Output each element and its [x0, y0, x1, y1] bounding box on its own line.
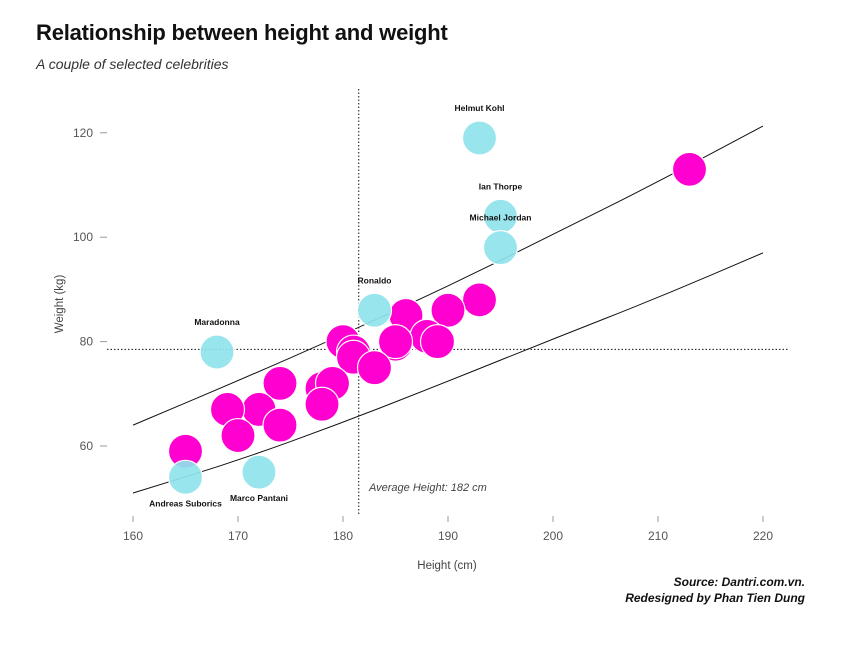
x-tick-label: 210 — [648, 529, 668, 543]
highlighted-point — [356, 292, 393, 328]
point-labels: Helmut Kohl Ian Thorpe Michael Jordan Ronal… — [149, 103, 531, 508]
reference-curve — [132, 252, 764, 494]
y-axis-title: Weight (kg) — [54, 275, 66, 334]
highlighted-point — [241, 454, 277, 490]
x-tick-label: 180 — [333, 529, 353, 543]
point-label: Helmut Kohl — [454, 103, 504, 113]
point-label: Marco Pantani — [230, 493, 288, 503]
data-point — [430, 292, 466, 328]
x-tick-label: 200 — [543, 529, 563, 543]
point-label: Ronaldo — [358, 275, 392, 285]
highlighted-point — [199, 334, 235, 370]
x-axis-title: Height (cm) — [417, 560, 477, 572]
axis-ticks: 160 170 180 190 200 210 220 60 80 100 120 — [73, 126, 773, 543]
highlighted-point — [461, 120, 498, 156]
point-label: Andreas Suborics — [149, 498, 222, 508]
data-point — [377, 324, 414, 360]
x-tick-label: 170 — [228, 529, 248, 543]
data-point — [220, 417, 256, 454]
data-point — [356, 350, 393, 386]
y-tick-label: 120 — [73, 126, 93, 140]
average-height-label: Average Height: 182 cm — [368, 482, 487, 494]
data-point — [304, 386, 340, 422]
point-label: Michael Jordan — [470, 213, 532, 223]
data-point — [262, 407, 298, 443]
reference-curve — [132, 125, 764, 426]
point-label: Ian Thorpe — [479, 181, 523, 191]
source-line: Source: Dantri.com.vn. — [673, 575, 805, 589]
y-tick-label: 80 — [80, 335, 94, 349]
credit-line: Redesigned by Phan Tien Dung — [625, 591, 805, 605]
source-note: Source: Dantri.com.vn. Redesigned by Pha… — [625, 574, 805, 606]
data-point — [461, 282, 498, 318]
x-tick-label: 220 — [753, 529, 773, 543]
data-point — [419, 324, 456, 360]
y-tick-label: 60 — [80, 439, 94, 453]
x-tick-label: 190 — [438, 529, 458, 543]
data-point — [671, 151, 708, 187]
highlighted-point — [167, 459, 204, 495]
chart-subtitle: A couple of selected celebrities — [36, 56, 229, 72]
y-tick-label: 100 — [73, 230, 93, 244]
chart-title: Relationship between height and weight — [36, 20, 448, 45]
highlighted-point — [482, 230, 519, 266]
data-point — [262, 365, 298, 401]
point-label: Maradonna — [194, 317, 240, 327]
data-points — [167, 120, 708, 495]
x-tick-label: 160 — [123, 529, 143, 543]
